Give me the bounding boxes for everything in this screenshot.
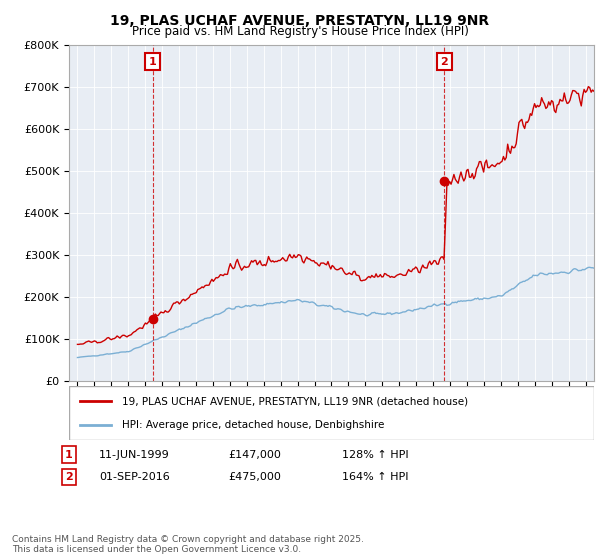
Text: 128% ↑ HPI: 128% ↑ HPI <box>342 450 409 460</box>
Text: HPI: Average price, detached house, Denbighshire: HPI: Average price, detached house, Denb… <box>121 419 384 430</box>
Text: £475,000: £475,000 <box>228 472 281 482</box>
Text: 2: 2 <box>65 472 73 482</box>
FancyBboxPatch shape <box>69 386 594 440</box>
Text: 19, PLAS UCHAF AVENUE, PRESTATYN, LL19 9NR: 19, PLAS UCHAF AVENUE, PRESTATYN, LL19 9… <box>110 14 490 28</box>
Text: 01-SEP-2016: 01-SEP-2016 <box>99 472 170 482</box>
Text: 11-JUN-1999: 11-JUN-1999 <box>99 450 170 460</box>
Text: Contains HM Land Registry data © Crown copyright and database right 2025.
This d: Contains HM Land Registry data © Crown c… <box>12 535 364 554</box>
Text: 164% ↑ HPI: 164% ↑ HPI <box>342 472 409 482</box>
Text: 2: 2 <box>440 57 448 67</box>
Text: Price paid vs. HM Land Registry's House Price Index (HPI): Price paid vs. HM Land Registry's House … <box>131 25 469 38</box>
Text: 19, PLAS UCHAF AVENUE, PRESTATYN, LL19 9NR (detached house): 19, PLAS UCHAF AVENUE, PRESTATYN, LL19 9… <box>121 396 467 407</box>
Text: £147,000: £147,000 <box>228 450 281 460</box>
Text: 1: 1 <box>149 57 157 67</box>
Text: 1: 1 <box>65 450 73 460</box>
